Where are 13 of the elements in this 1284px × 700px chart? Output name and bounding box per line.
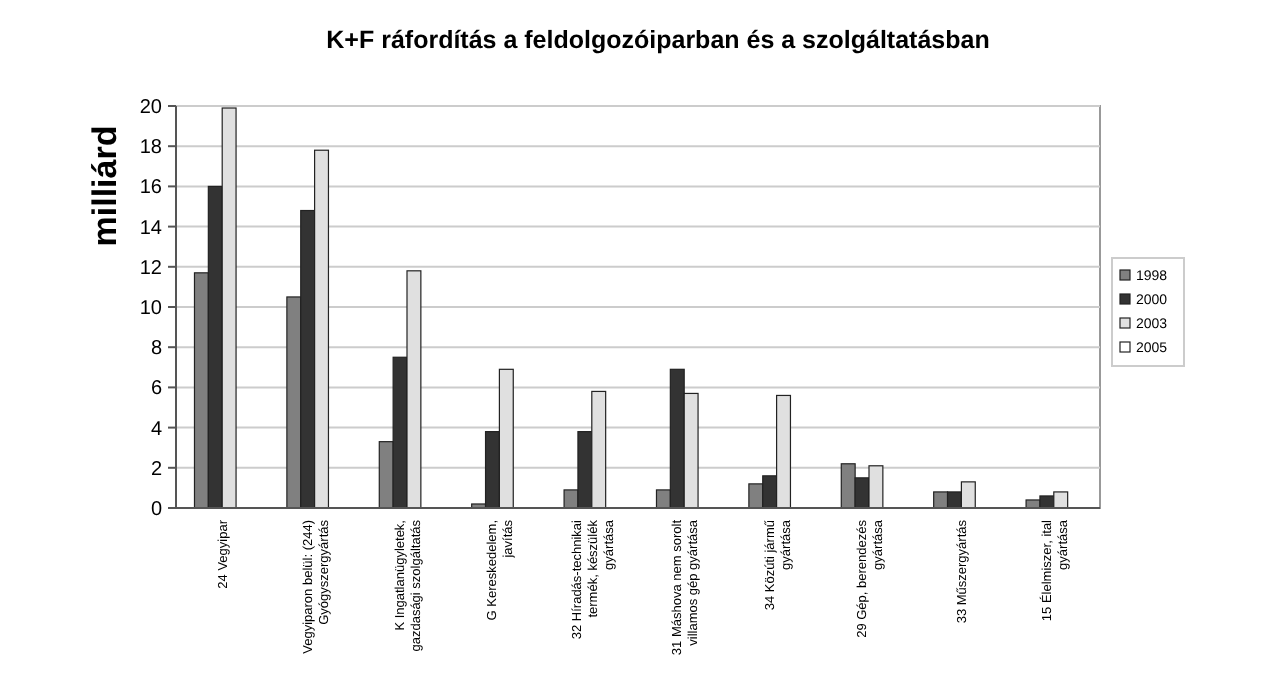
y-tick-label: 4 <box>150 418 163 441</box>
y-tick-label: 10 <box>139 298 163 320</box>
y-tick-label: 6 <box>150 378 163 401</box>
y-tick-label: 12 <box>139 257 163 280</box>
y-tick-label: 16 <box>139 177 163 200</box>
chart-title: K+F ráfordítás a feldolgozóiparban és a szolgáltatásban <box>326 26 990 54</box>
y-tick-label: 8 <box>150 338 163 361</box>
y-axis-title: milliárd <box>86 125 124 247</box>
y-tick-label: 18 <box>139 137 163 160</box>
y-tick-label: 20 <box>139 97 163 119</box>
y-tick-label: 0 <box>150 499 163 521</box>
y-tick-label: 14 <box>139 217 163 240</box>
y-tick-label: 2 <box>150 458 163 481</box>
